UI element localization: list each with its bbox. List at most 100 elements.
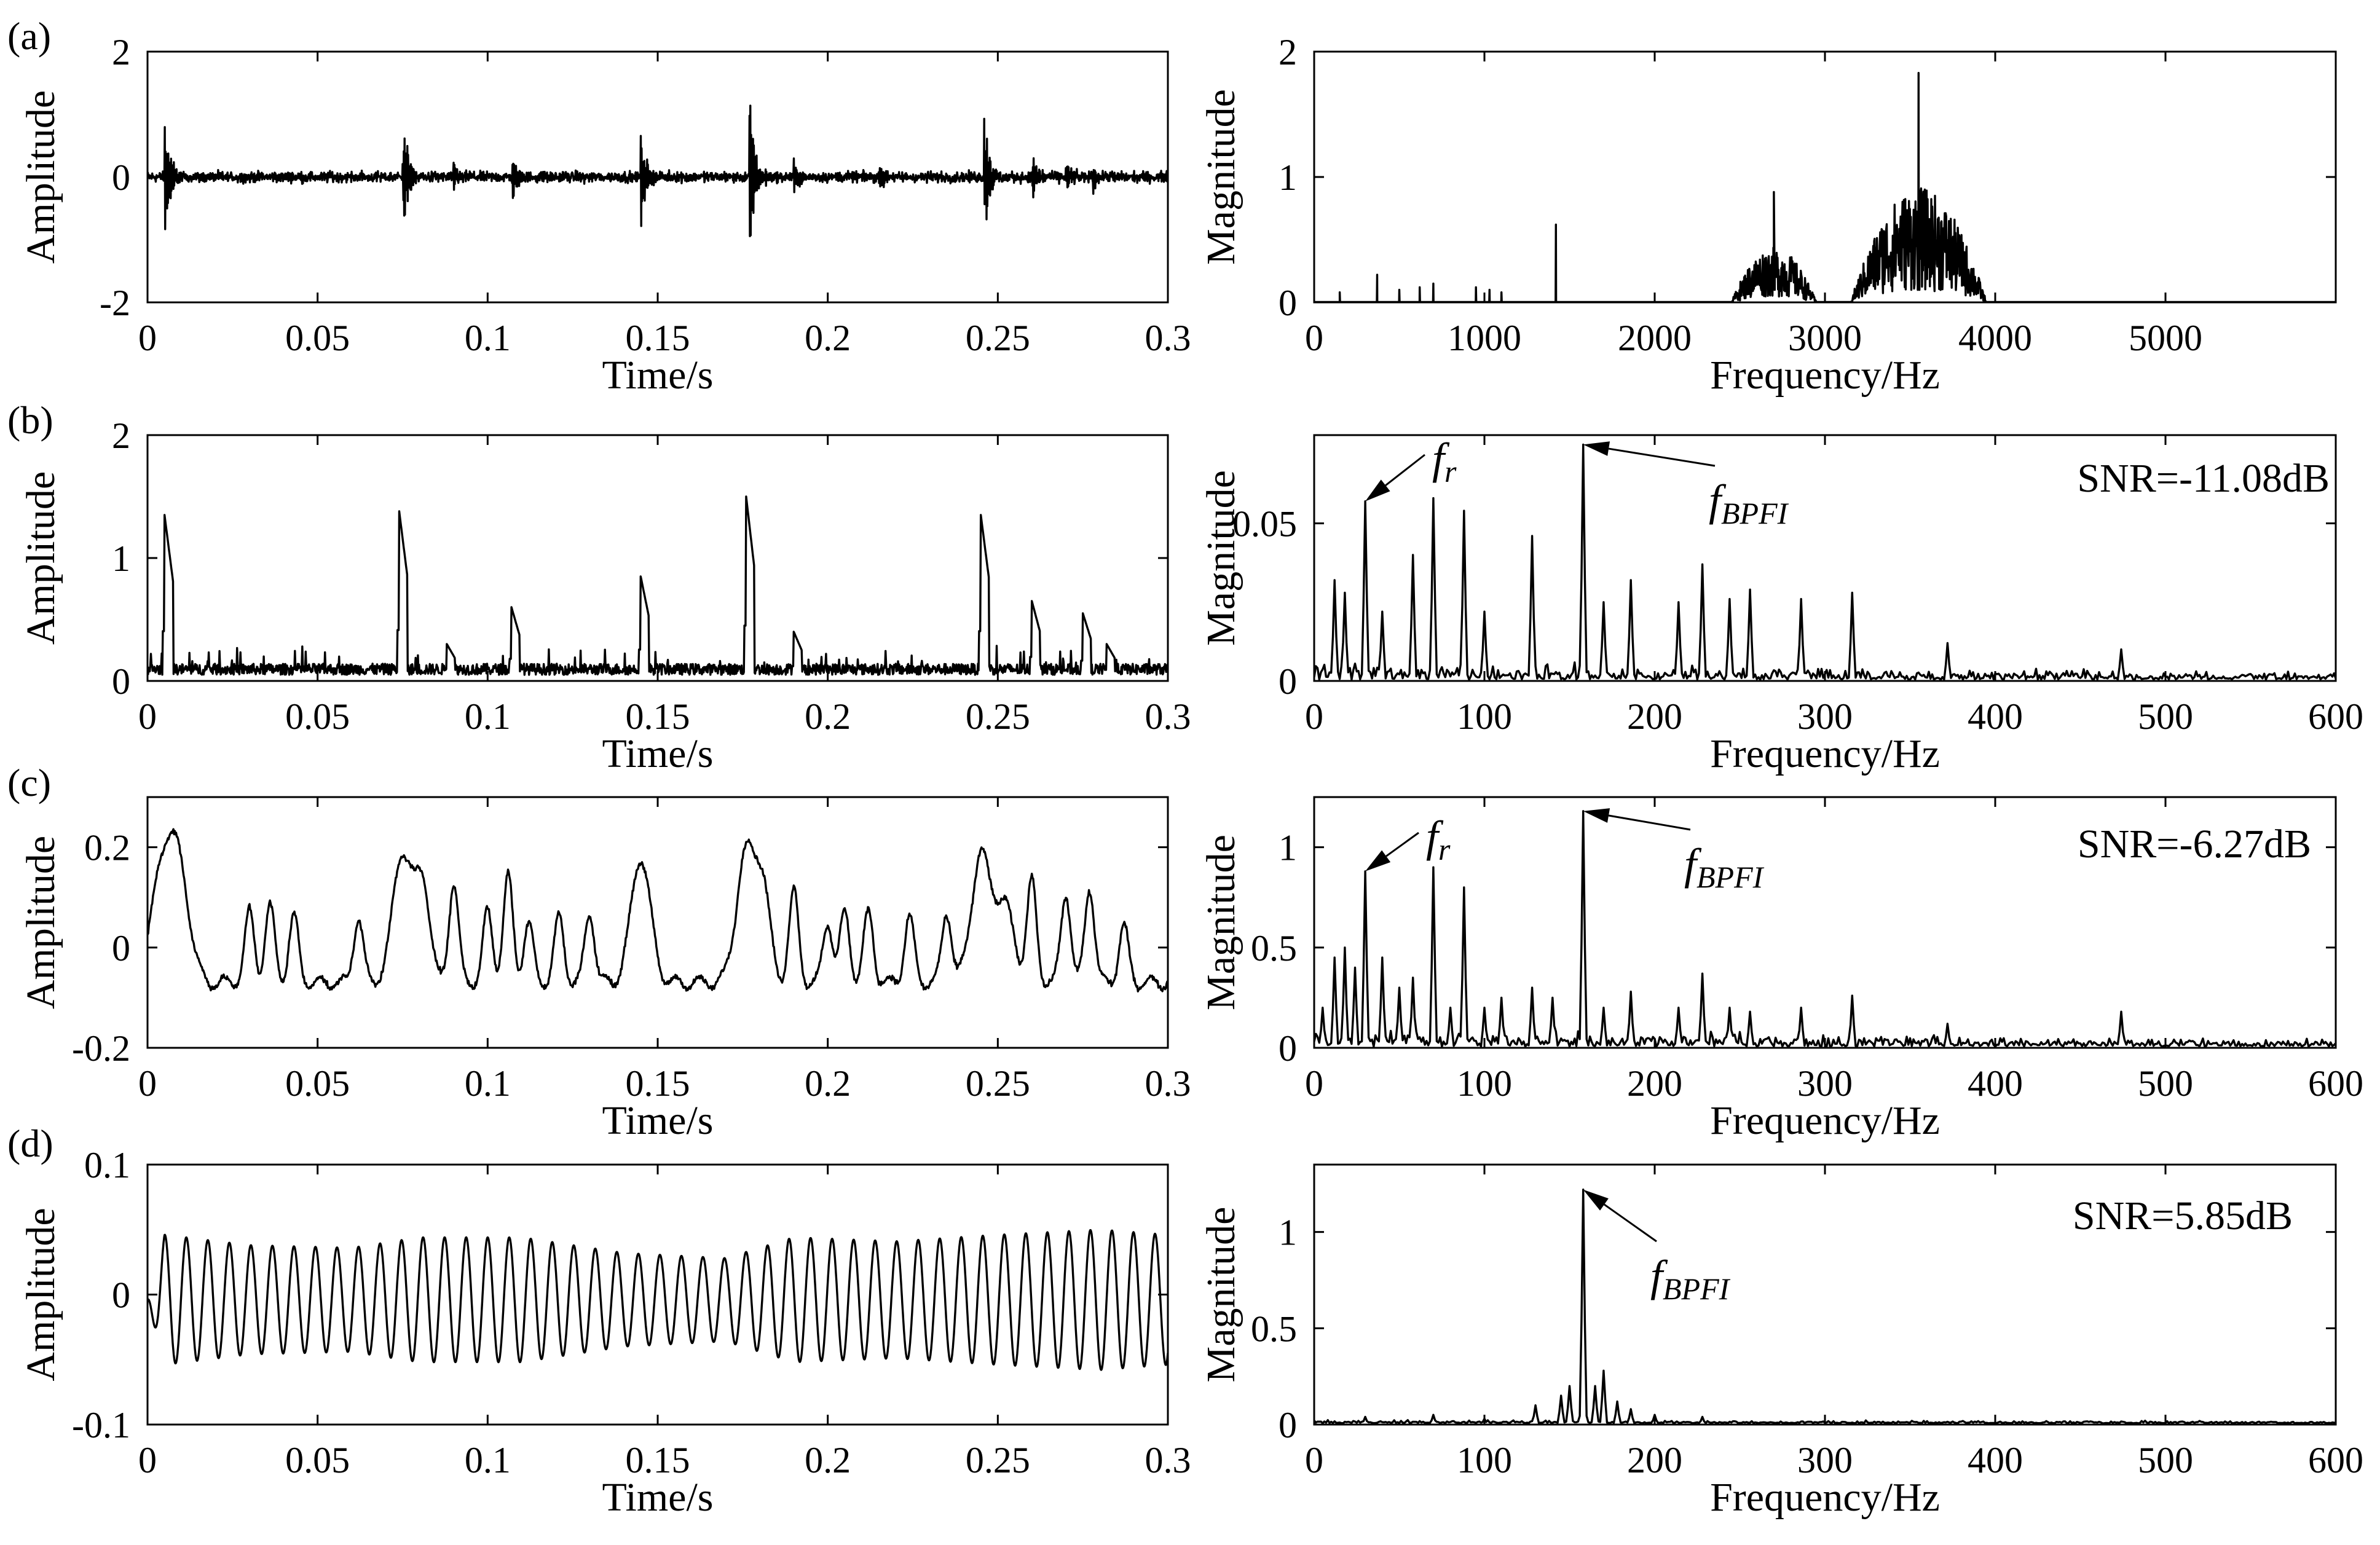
d-freq-xtick-label: 600: [2308, 1440, 2363, 1480]
a-freq-xtick-label: 3000: [1788, 318, 1862, 358]
annotation-subscript: BPFI: [1663, 1272, 1731, 1306]
d-time-xtick-label: 0: [138, 1440, 157, 1480]
a-freq-xtick-label: 4000: [1958, 318, 2032, 358]
d-freq-xtick-label: 500: [2138, 1440, 2193, 1480]
b-freq-ylabel: Magnitude: [1199, 470, 1243, 646]
c-time-ytick-label: -0.2: [72, 1028, 130, 1069]
d-freq-ytick-label: 1: [1279, 1213, 1297, 1253]
a-time-xtick-label: 0: [138, 318, 157, 358]
d-freq-xtick-label: 300: [1797, 1440, 1853, 1480]
d-time-ytick-label: -0.1: [72, 1405, 130, 1445]
b-time-plot: 0 0.05 0.1 0.15 0.2 0.25 0.3 0 1 2 Time/s Amplitude…: [7, 398, 1191, 776]
b-time-ylabel: Amplitude: [18, 471, 63, 645]
c-time-series-line: [148, 828, 1168, 993]
b-freq-annotation-label: fBPFI: [1709, 476, 1789, 530]
c-freq-ytick-label: 0: [1279, 1028, 1297, 1069]
a-freq-ylabel: Magnitude: [1199, 89, 1243, 265]
c-time-xtick-label: 0.25: [966, 1063, 1030, 1104]
d-time-plot: 0 0.05 0.1 0.15 0.2 0.25 0.3-0.100.1Time/sAmpl…: [7, 1122, 1191, 1520]
a-time-ylabel: Amplitude: [18, 90, 63, 264]
d-time-axes-frame: [146, 1163, 1169, 1426]
d-time-xtick-label: 0.3: [1145, 1440, 1191, 1480]
b-time-xtick-label: 0.2: [805, 696, 851, 737]
a-freq-ytick-label: 0: [1279, 283, 1297, 323]
b-freq-annotation-arrowhead: [1365, 479, 1390, 501]
a-time-ytick-label: 2: [112, 32, 130, 73]
a-freq-axes-frame: [1313, 50, 2337, 304]
a-freq-xtick-label: 5000: [2129, 318, 2202, 358]
a-freq-ytick-label: 1: [1279, 157, 1297, 198]
b-time-xtick-label: 0: [138, 696, 157, 737]
c-freq-xtick-label: 300: [1797, 1063, 1853, 1104]
b-freq-ytick-label: 0.05: [1232, 504, 1297, 544]
d-time-series-line: [148, 1229, 1168, 1371]
b-freq-xtick-label: 100: [1457, 696, 1512, 737]
c-freq-annotation-arrowhead: [1365, 850, 1391, 871]
b-time-panel-label: (b): [7, 398, 53, 442]
c-freq-xtick-label: 500: [2138, 1063, 2193, 1104]
b-freq-snr-label: SNR=-11.08dB: [2077, 456, 2330, 501]
b-freq-annotation-arrow: [1608, 447, 1716, 467]
d-time-panel-label: (d): [7, 1122, 53, 1165]
b-time-ytick-label: 1: [112, 538, 130, 579]
annotation-subscript: BPFI: [1696, 860, 1765, 894]
d-time-ytick-label: 0.1: [84, 1145, 130, 1185]
b-time-series-line: [148, 495, 1168, 676]
a-freq-xlabel: Frequency/Hz: [1710, 353, 1940, 398]
a-time-series-line: [148, 104, 1168, 237]
a-freq-ytick-label: 2: [1279, 32, 1297, 73]
b-freq-xlabel: Frequency/Hz: [1710, 731, 1940, 776]
d-time-ytick-label: 0: [112, 1275, 130, 1316]
d-time-xlabel: Time/s: [602, 1475, 714, 1520]
c-freq-xtick-label: 600: [2308, 1063, 2363, 1104]
a-freq-series-line: [1314, 72, 2336, 302]
a-freq-plot: 0 1000 2000 3000 4000 5000 0 1 2 Frequency/Hz Magn…: [1199, 32, 2337, 398]
c-freq-annotation-arrow: [1385, 831, 1419, 857]
d-time-xtick-label: 0.1: [465, 1440, 511, 1480]
c-freq-xtick-label: 400: [1968, 1063, 2023, 1104]
b-freq-annotation-arrowhead: [1583, 441, 1610, 456]
b-time-xtick-label: 0.3: [1145, 696, 1191, 737]
a-freq-xtick-label: 1000: [1448, 318, 1521, 358]
d-freq-annotation-arrow: [1604, 1203, 1657, 1243]
b-freq-xtick-label: 200: [1627, 696, 1682, 737]
c-time-ytick-label: 0: [112, 928, 130, 969]
d-time-ylabel: Amplitude: [18, 1208, 63, 1381]
b-time-ytick-label: 0: [112, 661, 130, 702]
annotation-subscript: r: [1438, 832, 1451, 867]
d-freq-xtick-label: 200: [1627, 1440, 1682, 1480]
c-time-xlabel: Time/s: [602, 1098, 714, 1143]
d-freq-ylabel: Magnitude: [1199, 1207, 1243, 1383]
b-time-xtick-label: 0.15: [626, 696, 690, 737]
d-freq-xlabel: Frequency/Hz: [1710, 1475, 1940, 1520]
d-time-xtick-label: 0.15: [626, 1440, 690, 1480]
a-time-xlabel: Time/s: [602, 353, 714, 398]
c-time-axes-frame: [146, 796, 1169, 1049]
a-freq-xtick-label: 2000: [1618, 318, 1692, 358]
a-time-xtick-label: 0.05: [285, 318, 350, 358]
a-time-ytick-label: -2: [100, 283, 130, 323]
c-time-ylabel: Amplitude: [18, 836, 63, 1009]
c-freq-annotation-label: fr: [1426, 812, 1451, 867]
c-freq-xtick-label: 0: [1305, 1063, 1323, 1104]
annotation-subscript: BPFI: [1721, 496, 1789, 530]
b-freq-plot: 0 100 200 300 400 500 600 0 0.05 Frequency/Hz Magn…: [1199, 434, 2363, 776]
a-time-xtick-label: 0.1: [465, 318, 511, 358]
c-time-xtick-label: 0.15: [626, 1063, 690, 1104]
b-time-xtick-label: 0.05: [285, 696, 350, 737]
b-freq-annotation-arrow: [1385, 454, 1425, 487]
a-time-xtick-label: 0.15: [626, 318, 690, 358]
b-freq-ytick-label: 0: [1279, 661, 1297, 702]
c-freq-xtick-label: 100: [1457, 1063, 1512, 1104]
b-time-xtick-label: 0.25: [966, 696, 1030, 737]
b-freq-xtick-label: 600: [2308, 696, 2363, 737]
c-freq-xlabel: Frequency/Hz: [1710, 1098, 1940, 1143]
d-freq-xtick-label: 100: [1457, 1440, 1512, 1480]
b-freq-annotation-label: fr: [1432, 434, 1457, 489]
d-freq-annotation-label: fBPFI: [1650, 1251, 1731, 1306]
c-time-panel-label: (c): [7, 761, 51, 804]
b-time-xlabel: Time/s: [602, 731, 714, 776]
a-time-ytick-label: 0: [112, 157, 130, 198]
c-freq-ytick-label: 0.5: [1251, 928, 1297, 969]
